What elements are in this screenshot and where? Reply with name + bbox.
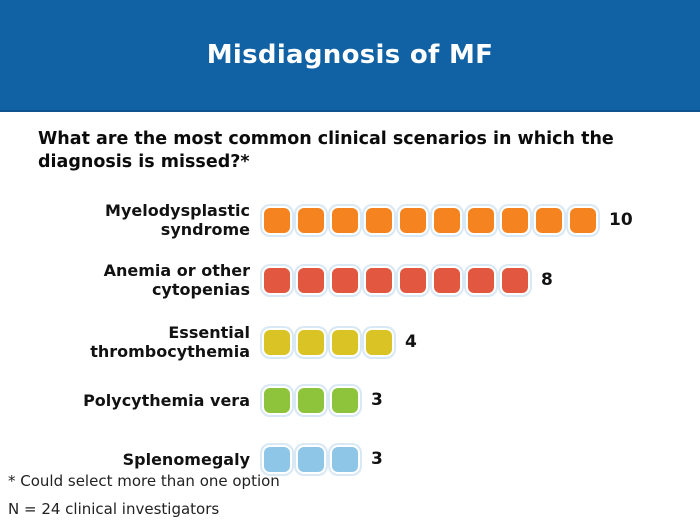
value-label: 8: [541, 270, 553, 290]
unit-square: [298, 267, 324, 293]
unit-square: [298, 207, 324, 233]
unit-square: [468, 207, 494, 233]
unit-square: [264, 329, 290, 355]
unit-square: [332, 207, 358, 233]
value-label: 3: [371, 449, 383, 469]
unit-square: [502, 267, 528, 293]
unit-square: [434, 267, 460, 293]
chart-row: Myelodysplastic syndrome 10: [0, 195, 700, 245]
unit-square: [332, 329, 358, 355]
category-label: Essential thrombocythemia: [90, 323, 250, 361]
square-bar: [264, 387, 358, 413]
unit-square: [366, 207, 392, 233]
category-label: Polycythemia vera: [83, 390, 250, 410]
unit-square: [536, 207, 562, 233]
square-bar: [264, 446, 358, 472]
unit-square: [502, 207, 528, 233]
unit-square: [332, 446, 358, 472]
unit-square: [264, 267, 290, 293]
square-bar: [264, 207, 596, 233]
unit-square: [434, 207, 460, 233]
footnote-sample-size: N = 24 clinical investigators: [8, 500, 220, 518]
unit-square: [298, 329, 324, 355]
unit-square: [400, 267, 426, 293]
unit-square: [570, 207, 596, 233]
chart-row: Essential thrombocythemia 4: [0, 317, 700, 367]
value-label: 4: [405, 332, 417, 352]
page-title: Misdiagnosis of MF: [206, 40, 494, 70]
unit-square: [332, 267, 358, 293]
category-label: Myelodysplastic syndrome: [105, 201, 250, 239]
chart-row: Polycythemia vera 3: [0, 375, 700, 425]
unit-square: [264, 387, 290, 413]
unit-square: [298, 387, 324, 413]
square-bar: [264, 267, 528, 293]
unit-square: [400, 207, 426, 233]
unit-square: [264, 446, 290, 472]
unit-square: [298, 446, 324, 472]
square-bar: [264, 329, 392, 355]
unit-square: [468, 267, 494, 293]
chart-row: Anemia or other cytopenias 8: [0, 255, 700, 305]
value-label: 3: [371, 390, 383, 410]
value-label: 10: [609, 210, 633, 230]
header-banner: Misdiagnosis of MF: [0, 0, 700, 112]
unit-square: [366, 329, 392, 355]
unit-square: [366, 267, 392, 293]
category-label: Anemia or other cytopenias: [103, 261, 250, 299]
footnote-select-option: * Could select more than one option: [8, 472, 280, 490]
unit-square: [332, 387, 358, 413]
question-line-2: diagnosis is missed?*: [38, 152, 250, 172]
question-line-1: What are the most common clinical scenar…: [38, 129, 614, 149]
category-label: Splenomegaly: [122, 449, 250, 469]
question-text: What are the most common clinical scenar…: [38, 128, 614, 174]
chart-row: Splenomegaly 3: [0, 434, 700, 484]
unit-square: [264, 207, 290, 233]
